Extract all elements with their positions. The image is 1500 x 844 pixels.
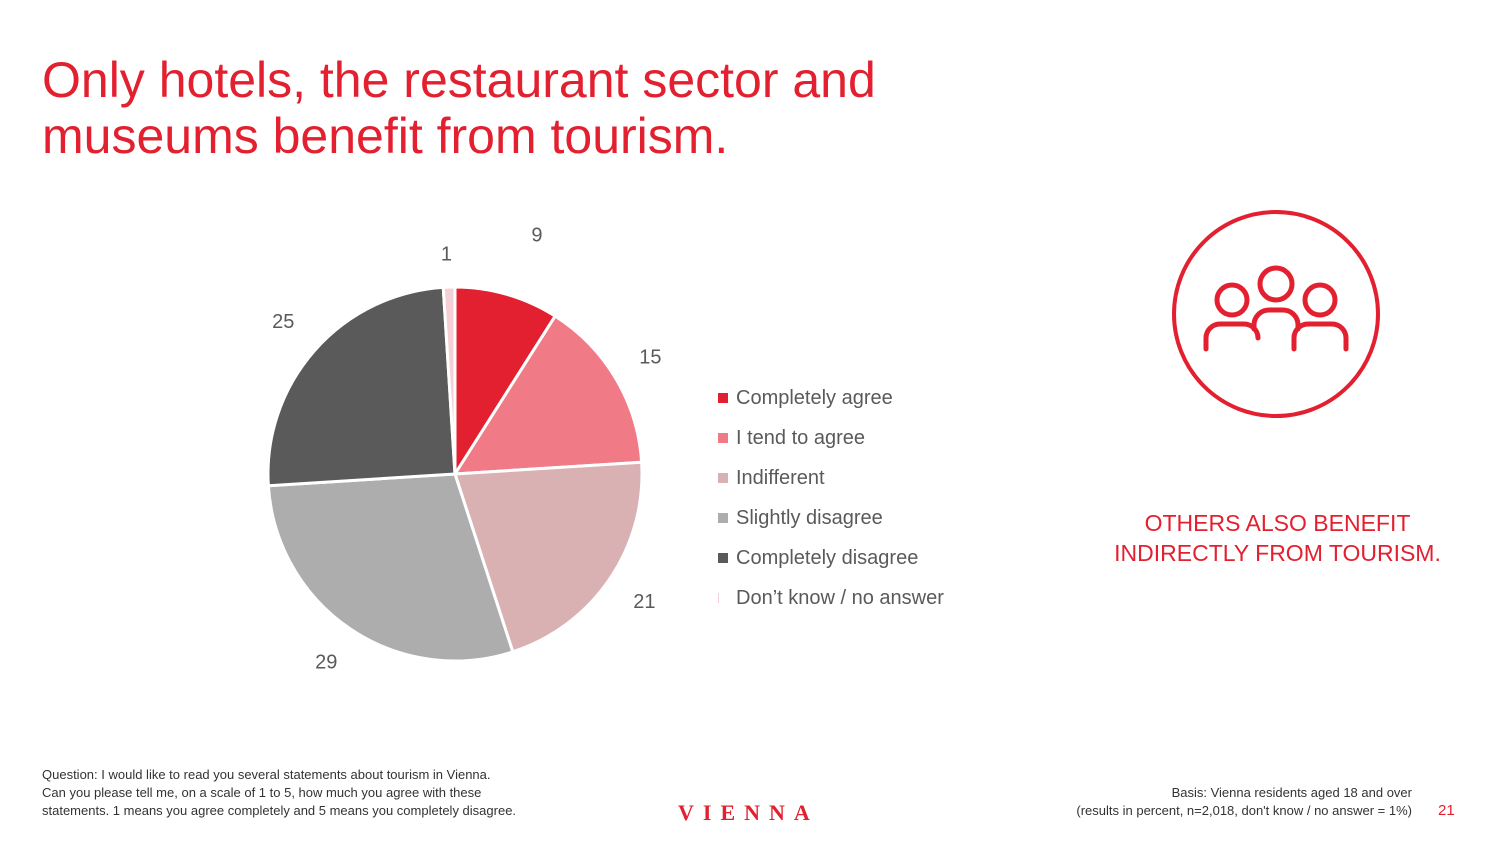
pie-data-label-3: 29	[315, 652, 337, 674]
legend-swatch	[718, 553, 728, 563]
callout-line-2: INDIRECTLY FROM TOURISM.	[1114, 540, 1441, 566]
legend-label: Completely disagree	[736, 546, 919, 569]
legend-swatch	[718, 473, 728, 483]
pie-data-label-5: 1	[441, 243, 452, 265]
title-line-2: museums benefit from tourism.	[42, 108, 729, 164]
question-line-3: statements. 1 means you agree completely…	[42, 803, 517, 818]
basis-footnote: Basis: Vienna residents aged 18 and over…	[1000, 784, 1412, 820]
legend-item-tend-to-agree: I tend to agree	[718, 418, 944, 458]
legend-label: Don’t know / no answer	[736, 586, 944, 609]
pie-slice-4	[266, 285, 457, 488]
pie-data-label-0: 9	[531, 224, 542, 246]
pie-data-label-4: 25	[272, 311, 294, 333]
question-line-1: Question: I would like to read you sever…	[42, 767, 491, 782]
legend-item-indifferent: Indifferent	[718, 458, 944, 498]
basis-line-2: (results in percent, n=2,018, don't know…	[1076, 803, 1412, 818]
legend-swatch	[718, 433, 728, 443]
pie-slice-5	[441, 285, 457, 475]
legend-swatch	[718, 513, 728, 523]
callout-line-1: OTHERS ALSO BENEFIT	[1144, 510, 1411, 536]
legend-item-dont-know: Don’t know / no answer	[718, 578, 944, 618]
vienna-logo: VIENNA	[678, 800, 819, 825]
pie-chart: 9 15 21 29 25 1	[266, 224, 662, 674]
pie-slice-3	[266, 472, 515, 663]
legend-swatch	[718, 593, 719, 603]
legend-item-completely-disagree: Completely disagree	[718, 538, 944, 578]
pie-slice-1	[452, 314, 644, 476]
question-footnote: Question: I would like to read you sever…	[42, 766, 642, 820]
question-line-2: Can you please tell me, on a scale of 1 …	[42, 785, 482, 800]
slide-title: Only hotels, the restaurant sector and m…	[42, 52, 1042, 164]
legend-item-slightly-disagree: Slightly disagree	[718, 498, 944, 538]
legend-label: I tend to agree	[736, 426, 865, 449]
legend-swatch	[718, 393, 728, 403]
legend-item-completely-agree: Completely agree	[718, 378, 944, 418]
benefit-callout: OTHERS ALSO BENEFIT INDIRECTLY FROM TOUR…	[1080, 508, 1475, 568]
people-group-icon	[1170, 208, 1382, 420]
legend-label: Completely agree	[736, 386, 893, 409]
pie-data-label-1: 15	[639, 347, 661, 369]
chart-legend: Completely agree I tend to agree Indiffe…	[718, 378, 944, 618]
pie-slice-2	[452, 460, 644, 654]
page-number: 21	[1438, 802, 1455, 819]
basis-line-1: Basis: Vienna residents aged 18 and over	[1171, 785, 1412, 800]
legend-label: Slightly disagree	[736, 506, 883, 529]
pie-data-label-2: 21	[633, 591, 655, 613]
title-line-1: Only hotels, the restaurant sector and	[42, 52, 876, 108]
pie-slice-0	[453, 285, 558, 480]
legend-label: Indifferent	[736, 466, 825, 489]
